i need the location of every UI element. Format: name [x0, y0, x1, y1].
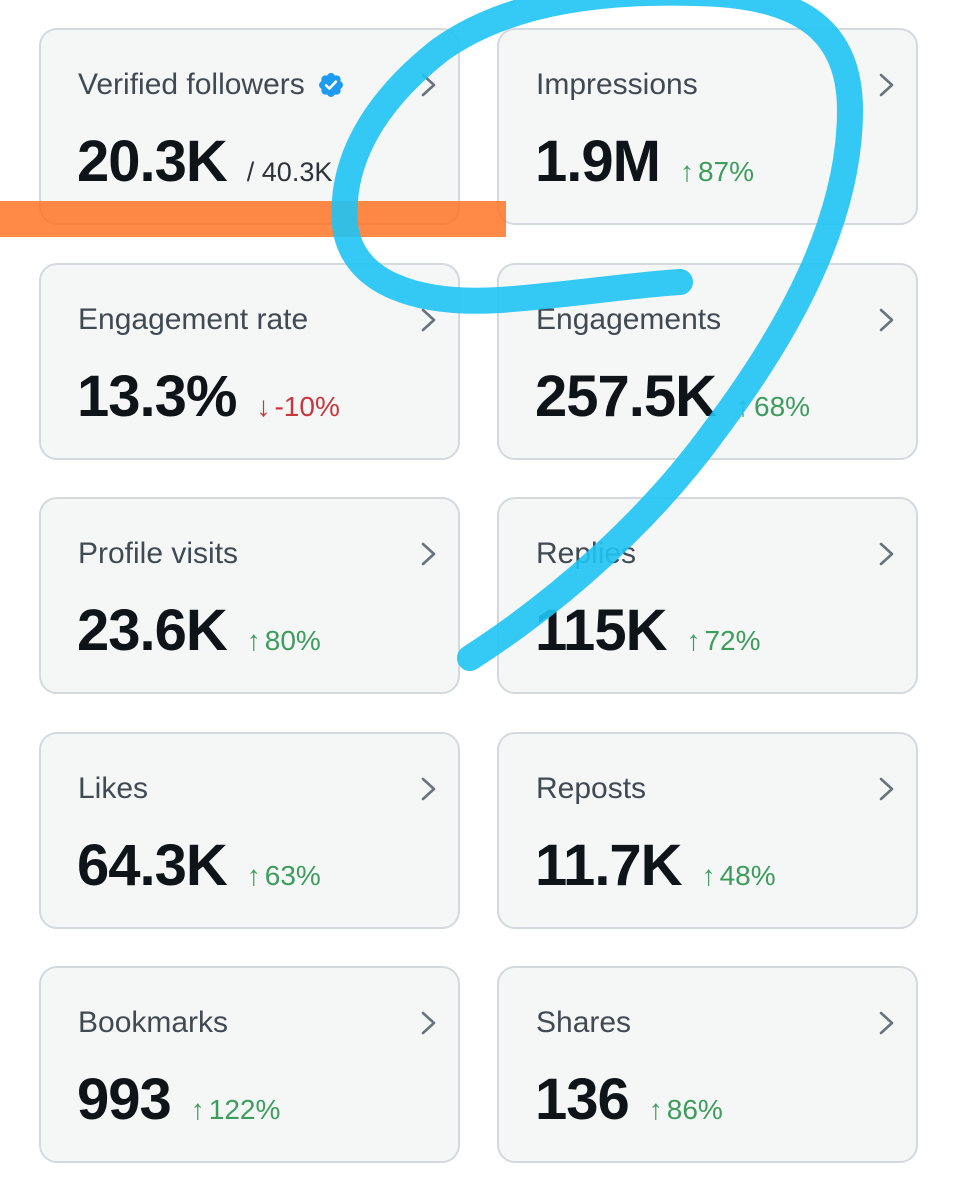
metric-delta: ↑ 122% [190, 1094, 281, 1125]
metric-card-reposts[interactable]: Reposts 11.7K ↑ 48% [497, 732, 918, 929]
metric-card-impressions[interactable]: Impressions 1.9M ↑ 87% [497, 28, 918, 225]
metric-title: Likes [78, 772, 149, 805]
metric-title: Shares [536, 1006, 632, 1039]
metric-title: Engagements [536, 303, 722, 336]
chevron-right-icon [879, 1011, 894, 1035]
arrow-down-icon: ↓ [256, 391, 271, 422]
metric-delta: ↑ 72% [686, 625, 761, 656]
metric-card-shares[interactable]: Shares 136 ↑ 86% [497, 966, 918, 1163]
chevron-right-icon [879, 542, 894, 566]
metric-card-likes[interactable]: Likes 64.3K ↑ 63% [39, 732, 460, 929]
metric-value: 115K [535, 598, 667, 663]
metric-delta: ↑ 80% [246, 625, 321, 656]
metric-delta: ↑ 68% [736, 391, 811, 422]
chevron-right-icon [879, 308, 894, 332]
metric-card-replies[interactable]: Replies 115K ↑ 72% [497, 497, 918, 694]
arrow-up-icon: ↑ [701, 860, 716, 891]
metric-card-verified-followers[interactable]: Verified followers 20.3K / 40.3K [39, 28, 460, 225]
metric-title: Replies [536, 537, 637, 570]
chevron-right-icon [879, 777, 894, 801]
metric-delta: ↑ 48% [701, 860, 776, 891]
metric-title: Impressions [536, 68, 698, 101]
metric-delta: ↑ 87% [679, 156, 754, 187]
metric-value: 1.9M [535, 129, 661, 194]
metric-delta: ↑ 86% [648, 1094, 723, 1125]
metric-value: 11.7K [535, 833, 683, 898]
metric-delta: ↑ 63% [246, 860, 321, 891]
arrow-up-icon: ↑ [190, 1094, 205, 1125]
metric-card-engagement-rate[interactable]: Engagement rate 13.3% ↓ -10% [39, 263, 460, 460]
metric-total: / 40.3K [246, 157, 333, 187]
chevron-right-icon [421, 777, 436, 801]
metric-delta: ↓ -10% [256, 391, 340, 422]
arrow-up-icon: ↑ [686, 625, 701, 656]
arrow-up-icon: ↑ [246, 860, 261, 891]
metric-value: 993 [77, 1067, 172, 1132]
metric-card-profile-visits[interactable]: Profile visits 23.6K ↑ 80% [39, 497, 460, 694]
chevron-right-icon [421, 308, 436, 332]
metric-value: 257.5K [535, 364, 717, 429]
chevron-right-icon [421, 542, 436, 566]
metric-value: 136 [535, 1067, 630, 1132]
metric-title: Reposts [536, 772, 647, 805]
metric-value: 13.3% [77, 364, 237, 429]
metric-card-bookmarks[interactable]: Bookmarks 993 ↑ 122% [39, 966, 460, 1163]
metric-value: 20.3K [77, 129, 228, 194]
metric-value: 64.3K [77, 833, 228, 898]
metric-value: 23.6K [77, 598, 228, 663]
arrow-up-icon: ↑ [679, 156, 694, 187]
arrow-up-icon: ↑ [648, 1094, 663, 1125]
metric-title: Engagement rate [78, 303, 309, 336]
chevron-right-icon [421, 1011, 436, 1035]
arrow-up-icon: ↑ [246, 625, 261, 656]
metric-title: Bookmarks [78, 1006, 229, 1039]
arrow-up-icon: ↑ [736, 391, 751, 422]
metric-title: Profile visits [78, 537, 239, 570]
chevron-right-icon [879, 73, 894, 97]
chevron-right-icon [421, 73, 436, 97]
verified-badge-icon [318, 73, 343, 97]
metric-title: Verified followers [78, 68, 305, 101]
metric-card-engagements[interactable]: Engagements 257.5K ↑ 68% [497, 263, 918, 460]
